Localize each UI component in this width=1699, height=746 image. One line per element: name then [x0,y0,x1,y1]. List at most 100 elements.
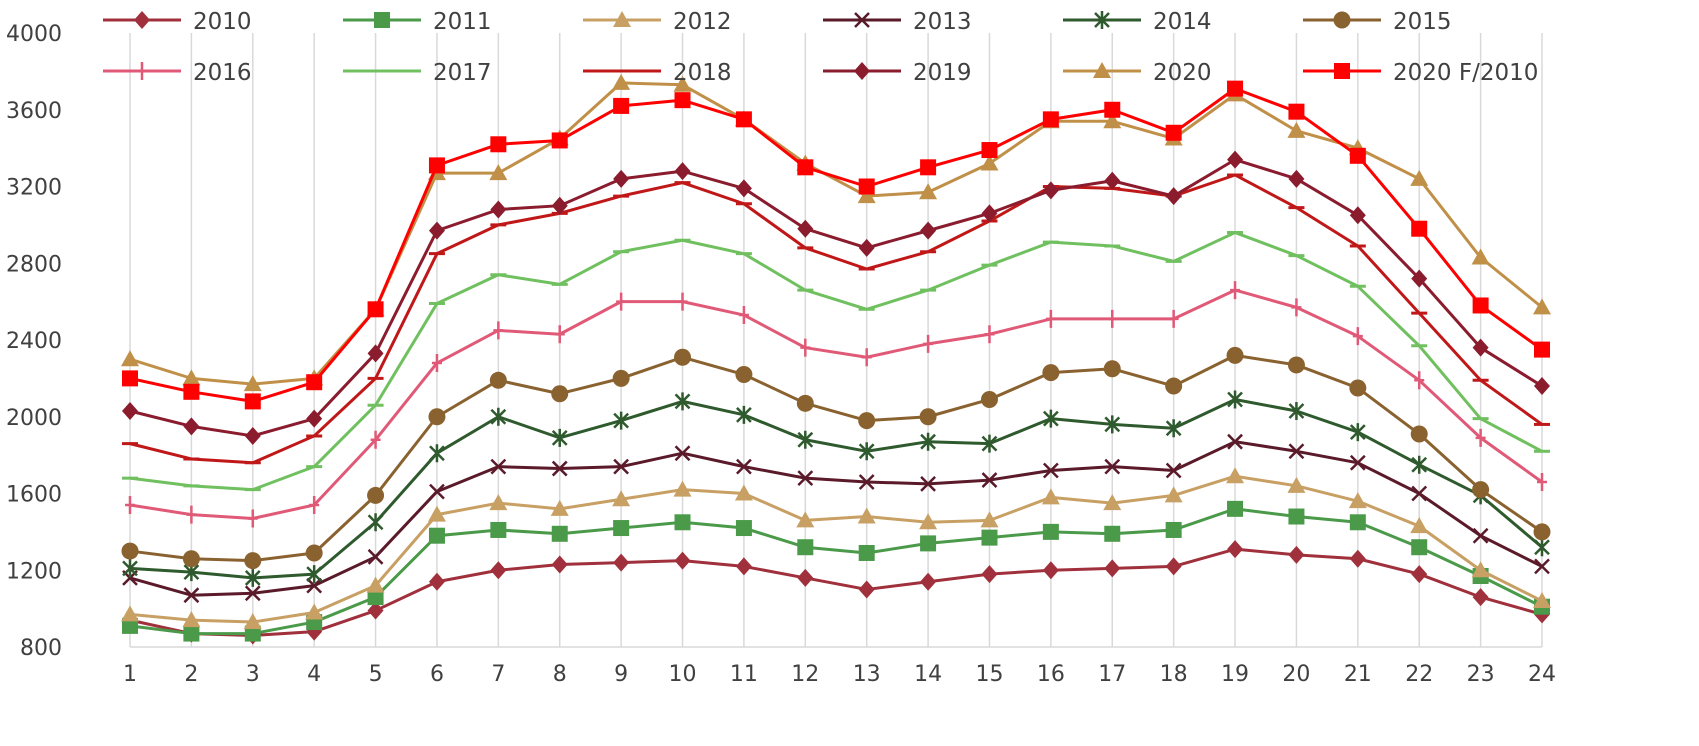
data-point [1349,147,1366,164]
data-point [1411,220,1428,237]
data-point [1410,425,1428,443]
data-point [857,507,876,524]
series-line [129,87,1543,403]
data-point [797,159,814,176]
data-point [980,154,999,171]
data-point [797,430,814,449]
data-point [919,183,938,200]
series-line [129,397,1543,580]
series-2012 [121,467,1551,630]
legend-swatch-marker [137,62,147,80]
legend-swatch-marker [1094,11,1110,29]
data-point [920,432,936,451]
data-point [1472,297,1489,314]
data-point [489,371,507,389]
data-point [490,200,507,219]
y-tick-label: 4000 [6,22,62,47]
legend-item: 2020 [1063,60,1212,86]
data-point [244,568,261,587]
data-point [612,490,631,507]
x-tick-label: 13 [853,662,881,687]
data-point [919,513,938,530]
legend-label: 2019 [913,60,972,86]
data-point [1104,101,1121,118]
data-point [734,484,753,501]
data-point [613,169,630,188]
data-point [490,521,507,538]
legend-item: 2018 [583,60,732,86]
data-point [1042,111,1059,128]
data-point [429,483,445,500]
data-point [1103,112,1122,129]
data-point [428,157,445,174]
data-point [858,412,876,430]
data-point [366,576,385,593]
data-point [861,348,872,367]
data-point [797,539,814,556]
data-point [1226,467,1245,484]
data-point [613,97,630,114]
data-point [673,480,692,497]
data-point [1288,443,1305,460]
legend-label: 2013 [913,9,972,35]
data-point [1291,298,1302,317]
data-point [122,559,138,578]
series-line [129,173,1543,465]
data-point [1042,409,1059,428]
data-point [1227,500,1244,517]
data-point [427,505,446,522]
data-point [1471,561,1490,578]
data-point [984,325,995,344]
x-tick-label: 5 [369,662,383,687]
data-point [1472,481,1490,499]
data-point [1534,341,1550,358]
data-point [613,458,630,475]
data-point [244,625,261,642]
data-point [1287,356,1305,374]
data-point [122,401,138,420]
series-2013 [122,433,1550,604]
data-point [858,544,875,561]
y-tick-label: 3200 [6,176,62,201]
data-point [244,552,262,570]
data-point [1534,377,1550,396]
legend-label: 2010 [193,9,252,35]
data-point [980,511,999,528]
data-point [735,111,752,128]
data-point [490,458,507,475]
x-tick-label: 11 [730,662,758,687]
y-tick-label: 1200 [6,559,62,584]
data-point [428,408,446,426]
series-line [129,158,1543,438]
data-point [551,525,568,542]
data-point [367,301,384,318]
data-point [490,561,507,580]
data-point [858,442,875,461]
legend: 2010 2011 2012 2013 2014 2015 2016 2017 2018 2019… [103,9,1538,86]
legend-swatch-marker [613,11,631,27]
data-point [981,472,998,488]
legend-swatch-marker [1333,11,1351,29]
data-point [429,444,445,463]
data-point [1410,517,1429,534]
data-point [1165,557,1182,576]
series-line [129,474,1543,624]
data-point [796,394,814,412]
data-point [243,613,262,630]
legend-item: 2020 F/2010 [1303,60,1538,86]
data-point [1227,80,1244,97]
data-point [244,426,261,445]
data-point [1230,281,1241,300]
data-point [797,470,814,487]
data-point [247,509,258,528]
data-point [309,496,320,515]
y-tick-label: 2800 [6,252,62,277]
data-point [674,551,691,570]
data-point [121,605,139,622]
data-point [981,142,998,159]
legend-item: 2019 [823,60,972,86]
x-tick-label: 17 [1098,662,1126,687]
data-point [1042,181,1059,200]
data-point [1164,486,1183,503]
data-point [428,221,445,240]
